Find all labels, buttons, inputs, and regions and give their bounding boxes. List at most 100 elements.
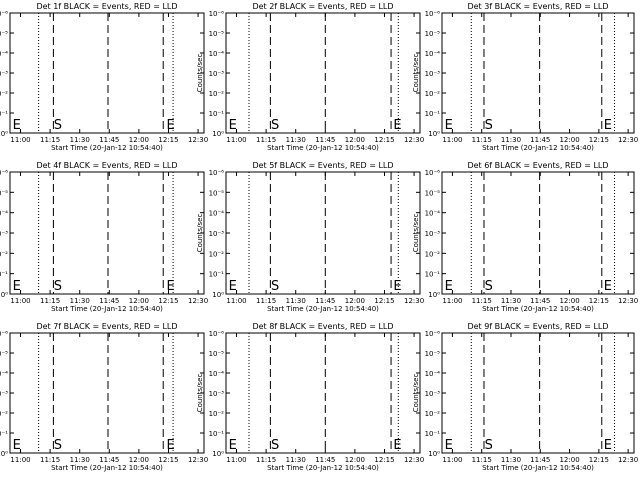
y-axis-label: Counts/sec bbox=[412, 54, 420, 93]
y-axis-label: Counts/sec bbox=[196, 374, 204, 413]
event-marker-s: S bbox=[54, 279, 62, 294]
y-tick-label: 10⁻⁴ bbox=[209, 50, 225, 58]
y-tick-label: 10⁻² bbox=[209, 250, 225, 258]
event-marker-s: S bbox=[485, 118, 493, 133]
event-marker-e: E bbox=[167, 438, 175, 453]
y-tick-label: 10⁻⁵ bbox=[0, 350, 8, 358]
y-tick-label: 10⁻⁴ bbox=[209, 210, 225, 218]
x-axis-label: Start Time (20-Jan-12 10:54:40) bbox=[482, 464, 594, 472]
x-tick-label: 12:00 bbox=[559, 297, 579, 305]
y-tick-label: 10⁻⁵ bbox=[209, 189, 225, 197]
x-tick-label: 11:15 bbox=[472, 297, 492, 305]
y-tick-label: 10⁻² bbox=[0, 250, 8, 258]
event-marker-s: S bbox=[485, 279, 493, 294]
y-tick-label: 10⁻¹ bbox=[425, 271, 441, 279]
x-tick-label: 12:30 bbox=[188, 136, 208, 144]
x-tick-label: 11:30 bbox=[501, 136, 521, 144]
y-tick-label: 10⁻⁵ bbox=[425, 189, 441, 197]
x-tick-label: 11:00 bbox=[442, 297, 462, 305]
chart-title: Det 9f BLACK = Events, RED = LLD bbox=[467, 322, 608, 331]
y-tick-label: 10⁻⁵ bbox=[425, 30, 441, 38]
x-axis-label: Start Time (20-Jan-12 10:54:40) bbox=[482, 144, 594, 152]
y-tick-label: 10⁰ bbox=[428, 130, 440, 138]
chart-panel-8: Det 8f BLACK = Events, RED = LLD 10⁰ 10⁻¹ 1… bbox=[196, 322, 424, 472]
x-axis-label: Start Time (20-Jan-12 10:54:40) bbox=[267, 305, 379, 313]
event-marker-s: S bbox=[271, 438, 279, 453]
y-tick-label: 10⁻⁵ bbox=[425, 350, 441, 358]
event-marker-e: E bbox=[604, 279, 612, 294]
x-tick-label: 11:45 bbox=[315, 136, 335, 144]
event-marker-e: E bbox=[13, 118, 21, 133]
x-tick-label: 11:30 bbox=[286, 136, 306, 144]
event-marker-e: E bbox=[13, 438, 21, 453]
event-marker-e: E bbox=[445, 438, 453, 453]
y-tick-label: 10⁻³ bbox=[425, 390, 441, 398]
event-marker-e: E bbox=[167, 279, 175, 294]
y-tick-label: 10⁻¹ bbox=[425, 430, 441, 438]
chart-title: Det 1f BLACK = Events, RED = LLD bbox=[36, 2, 177, 11]
chart-panel-1: Det 1f BLACK = Events, RED = LLD 10⁰ 10⁻¹ 1… bbox=[0, 2, 208, 152]
y-tick-label: 10⁻³ bbox=[209, 70, 225, 78]
chart-title: Det 5f BLACK = Events, RED = LLD bbox=[252, 161, 393, 170]
y-tick-label: 10⁻¹ bbox=[0, 430, 8, 438]
chart-panel-5: Det 5f BLACK = Events, RED = LLD 10⁰ 10⁻¹ 1… bbox=[196, 161, 424, 313]
event-marker-e: E bbox=[445, 279, 453, 294]
y-tick-label: 10⁻² bbox=[425, 90, 441, 98]
x-tick-label: 11:15 bbox=[472, 136, 492, 144]
x-axis-label: Start Time (20-Jan-12 10:54:40) bbox=[51, 144, 163, 152]
y-tick-label: 10⁻⁶ bbox=[0, 330, 8, 338]
x-tick-label: 11:15 bbox=[40, 136, 60, 144]
event-marker-e: E bbox=[604, 438, 612, 453]
x-tick-label: 11:15 bbox=[472, 456, 492, 464]
y-tick-label: 10⁻³ bbox=[0, 390, 8, 398]
y-tick-label: 10⁻⁶ bbox=[425, 10, 441, 18]
y-tick-label: 10⁻⁶ bbox=[425, 330, 441, 338]
x-tick-label: 11:30 bbox=[501, 456, 521, 464]
x-tick-label: 11:30 bbox=[501, 297, 521, 305]
x-tick-label: 12:15 bbox=[589, 297, 609, 305]
event-marker-s: S bbox=[54, 118, 62, 133]
y-tick-label: 10⁻⁵ bbox=[209, 350, 225, 358]
y-tick-label: 10⁻⁵ bbox=[0, 30, 8, 38]
y-tick-label: 10⁻⁵ bbox=[209, 30, 225, 38]
x-axis-label: Start Time (20-Jan-12 10:54:40) bbox=[482, 305, 594, 313]
y-tick-label: 10⁻⁴ bbox=[425, 50, 441, 58]
x-tick-label: 12:30 bbox=[188, 456, 208, 464]
y-tick-label: 10⁻⁵ bbox=[0, 189, 8, 197]
chart-title: Det 4f BLACK = Events, RED = LLD bbox=[36, 161, 177, 170]
x-tick-label: 11:30 bbox=[70, 136, 90, 144]
chart-title: Det 8f BLACK = Events, RED = LLD bbox=[252, 322, 393, 331]
y-tick-label: 10⁻⁴ bbox=[425, 370, 441, 378]
y-tick-label: 10⁻¹ bbox=[0, 110, 8, 118]
y-tick-label: 10⁻⁴ bbox=[0, 50, 8, 58]
y-tick-label: 10⁻⁶ bbox=[425, 169, 441, 177]
x-tick-label: 11:45 bbox=[99, 297, 119, 305]
event-marker-e: E bbox=[604, 118, 612, 133]
event-marker-e: E bbox=[229, 279, 237, 294]
y-tick-label: 10⁻³ bbox=[0, 70, 8, 78]
x-tick-label: 12:15 bbox=[374, 136, 394, 144]
y-tick-label: 10⁰ bbox=[0, 450, 8, 458]
event-marker-e: E bbox=[393, 118, 401, 133]
chart-panel-9: Det 9f BLACK = Events, RED = LLD 10⁰ 10⁻¹ 1… bbox=[412, 322, 638, 472]
chart-panel-7: Det 7f BLACK = Events, RED = LLD 10⁰ 10⁻¹ 1… bbox=[0, 322, 208, 472]
chart-title: Det 2f BLACK = Events, RED = LLD bbox=[252, 2, 393, 11]
x-tick-label: 12:30 bbox=[188, 297, 208, 305]
y-tick-label: 10⁰ bbox=[212, 291, 224, 299]
x-tick-label: 11:00 bbox=[10, 136, 30, 144]
x-tick-label: 12:00 bbox=[129, 297, 149, 305]
y-tick-label: 10⁻⁴ bbox=[209, 370, 225, 378]
x-tick-label: 11:30 bbox=[286, 456, 306, 464]
x-tick-label: 12:30 bbox=[618, 297, 638, 305]
x-tick-label: 12:15 bbox=[158, 456, 178, 464]
y-tick-label: 10⁻⁶ bbox=[0, 169, 8, 177]
y-tick-label: 10⁻¹ bbox=[209, 430, 225, 438]
y-tick-label: 10⁻⁴ bbox=[425, 210, 441, 218]
y-tick-label: 10⁻⁴ bbox=[0, 370, 8, 378]
y-tick-label: 10⁻¹ bbox=[209, 271, 225, 279]
event-marker-s: S bbox=[485, 438, 493, 453]
event-marker-e: E bbox=[167, 118, 175, 133]
y-tick-label: 10⁰ bbox=[428, 291, 440, 299]
x-tick-label: 12:15 bbox=[374, 297, 394, 305]
